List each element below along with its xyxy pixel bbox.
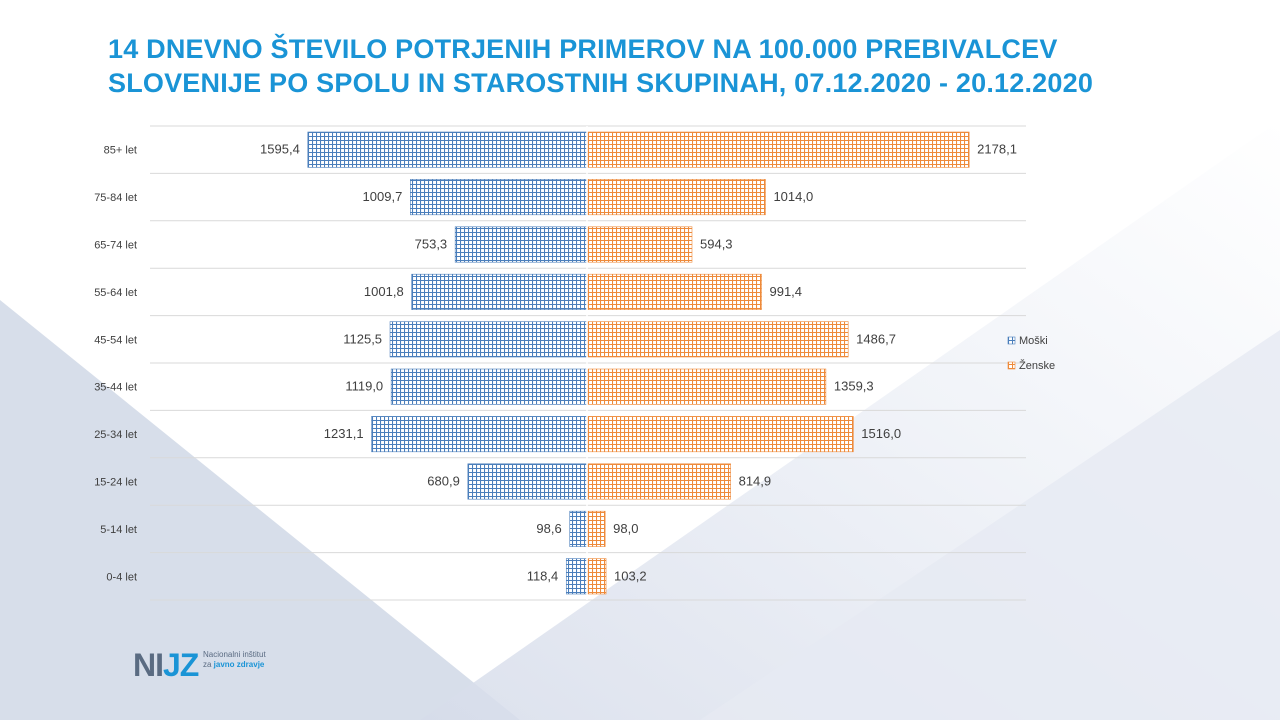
bar-moski [565,558,588,595]
data-label-moski: 1001,8 [364,284,404,299]
data-label-zenske: 1014,0 [773,189,813,204]
chart-title-line-1: 14 DNEVNO ŠTEVILO POTRJENIH PRIMEROV NA … [108,34,1058,64]
logo-text-line-2: za javno zdravje [203,660,266,670]
legend-label: Ženske [1019,359,1055,372]
bar-moski [467,463,588,500]
data-label-zenske: 1486,7 [856,331,896,346]
category-label: 65-74 let [94,240,137,252]
legend-item-moski: Moški [1007,335,1048,347]
category-label: 35-44 let [94,382,137,394]
bar-moski [411,273,588,310]
legend-swatch [1007,336,1016,345]
data-label-zenske: 103,2 [614,568,647,583]
bar-zenske [587,368,827,405]
bar-moski [371,416,588,453]
category-label: 15-24 let [94,477,137,489]
category-label: 0-4 let [106,571,137,583]
data-label-moski: 1119,0 [345,379,383,394]
data-label-moski: 118,4 [527,568,559,583]
legend-label: Moški [1019,335,1048,347]
logo-text-line-1: Nacionalni inštitut [203,650,266,659]
data-label-zenske: 814,9 [739,474,772,489]
category-label: 5-14 let [100,524,137,536]
bar-moski [307,131,588,168]
data-label-moski: 1231,1 [324,426,364,441]
category-label: 25-34 let [94,429,137,441]
bar-moski [389,321,588,358]
data-label-moski: 1595,4 [260,142,300,157]
nijz-logo-text: Nacionalni inštitut za javno zdravje [203,650,266,670]
bar-moski [390,368,588,405]
data-label-moski: 680,9 [427,474,460,489]
bar-zenske [587,131,970,168]
category-label: 85+ let [104,145,137,157]
bar-moski [454,226,588,263]
bar-zenske [587,273,762,310]
bar-zenske [587,416,854,453]
category-label: 45-54 let [94,334,137,346]
bar-zenske [587,226,693,263]
data-label-moski: 1009,7 [363,189,403,204]
category-label: 55-64 let [94,287,137,299]
data-label-moski: 98,6 [536,521,561,536]
logo-text-bold: javno zdravje [213,660,265,669]
logo-mark-right: JZ [163,647,199,683]
data-label-moski: 753,3 [415,237,448,252]
chart-title-line-2: SLOVENIJE PO SPOLU IN STAROSTNIH SKUPINA… [108,68,1094,98]
bar-zenske [587,179,766,216]
data-label-zenske: 2178,1 [977,142,1017,157]
data-label-zenske: 594,3 [700,237,733,252]
data-label-zenske: 1359,3 [834,379,874,394]
category-label: 75-84 let [94,192,137,204]
legend-swatch [1007,361,1016,370]
legend-item-zenske: Ženske [1007,359,1055,372]
bar-zenske [587,463,731,500]
data-label-moski: 1125,5 [343,331,382,346]
bar-zenske [587,321,849,358]
nijz-logo: NIJZ Nacionalni inštitut za javno zdravj… [133,647,303,687]
chart-title: 14 DNEVNO ŠTEVILO POTRJENIH PRIMEROV NA … [108,32,1228,100]
logo-mark-left: NI [133,647,164,683]
bar-moski [410,179,588,216]
data-label-zenske: 98,0 [613,521,638,536]
logo-text-prefix: za [203,660,214,669]
data-label-zenske: 1516,0 [861,426,901,441]
bar-zenske [587,510,606,547]
nijz-logo-mark: NIJZ [133,647,199,684]
data-label-zenske: 991,4 [769,284,802,299]
bar-moski [569,510,588,547]
bar-zenske [587,558,607,595]
